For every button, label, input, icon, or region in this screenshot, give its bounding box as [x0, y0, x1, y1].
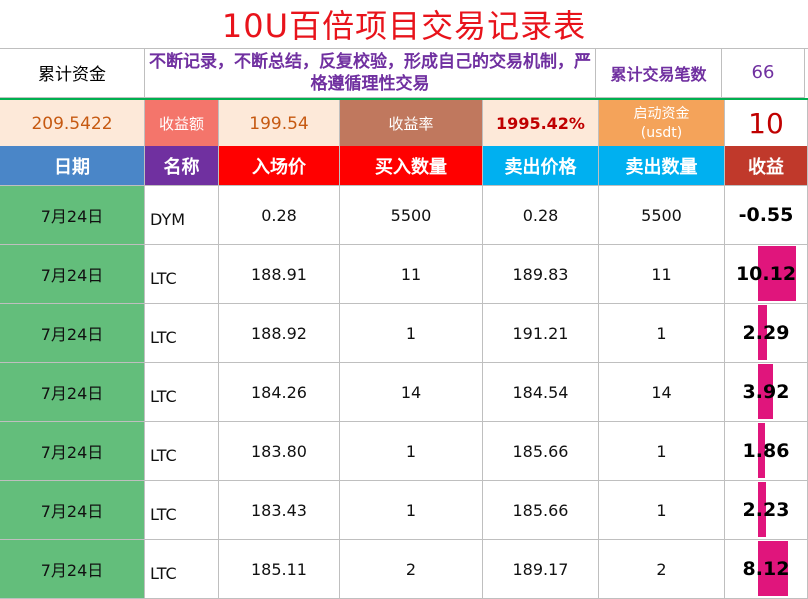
entry-price-cell[interactable]: 183.80	[219, 422, 340, 481]
start-capital-value[interactable]: 10	[725, 100, 808, 148]
sell-qty-cell[interactable]: 1	[599, 481, 725, 540]
date-cell[interactable]: 7月24日	[0, 245, 145, 304]
start-capital-label[interactable]: 启动资金 (usdt)	[599, 100, 725, 148]
name-cell[interactable]: LTC	[145, 363, 219, 422]
name-cell[interactable]: LTC	[145, 481, 219, 540]
profit-value: 1.86	[742, 440, 790, 462]
table-body: 7月24日 DYM 0.28 5500 0.28 5500 -0.55 7月24…	[0, 186, 808, 599]
date-cell[interactable]: 7月24日	[0, 481, 145, 540]
profit-cell[interactable]: 8.12	[725, 540, 808, 599]
profit-rate-value[interactable]: 1995.42%	[483, 100, 599, 148]
buy-qty-cell[interactable]: 5500	[340, 186, 483, 245]
profit-amount-value[interactable]: 199.54	[219, 100, 340, 148]
sheet-title: 10U百倍项目交易记录表	[0, 0, 808, 49]
entry-price-cell[interactable]: 0.28	[219, 186, 340, 245]
name-cell[interactable]: LTC	[145, 245, 219, 304]
profit-databar	[758, 364, 773, 419]
trade-count-value[interactable]: 66	[722, 48, 805, 98]
profit-amount-label[interactable]: 收益额	[145, 100, 219, 148]
profit-value: 2.29	[742, 322, 790, 344]
profit-cell[interactable]: 2.23	[725, 481, 808, 540]
name-cell[interactable]: LTC	[145, 422, 219, 481]
sell-price-cell[interactable]: 0.28	[483, 186, 599, 245]
date-cell[interactable]: 7月24日	[0, 186, 145, 245]
buy-qty-cell[interactable]: 1	[340, 304, 483, 363]
profit-value: 2.23	[742, 499, 790, 521]
table-row: 7月24日 DYM 0.28 5500 0.28 5500 -0.55	[0, 186, 808, 245]
motto[interactable]: 不断记录，不断总结，反复校验，形成自己的交易机制，严格遵循理性交易	[145, 48, 596, 98]
header-buy-qty[interactable]: 买入数量	[340, 146, 483, 186]
sell-price-cell[interactable]: 191.21	[483, 304, 599, 363]
name-cell[interactable]: LTC	[145, 540, 219, 599]
sell-qty-cell[interactable]: 14	[599, 363, 725, 422]
header-entry-price[interactable]: 入场价	[219, 146, 340, 186]
sell-price-cell[interactable]: 189.17	[483, 540, 599, 599]
profit-databar	[758, 305, 767, 360]
date-cell[interactable]: 7月24日	[0, 363, 145, 422]
profit-databar	[758, 246, 796, 301]
profit-databar	[758, 423, 765, 478]
header-date[interactable]: 日期	[0, 146, 145, 186]
entry-price-cell[interactable]: 185.11	[219, 540, 340, 599]
trade-count-label[interactable]: 累计交易笔数	[596, 48, 722, 98]
buy-qty-cell[interactable]: 1	[340, 422, 483, 481]
profit-cell[interactable]: 10.12	[725, 245, 808, 304]
sell-price-cell[interactable]: 185.66	[483, 422, 599, 481]
profit-databar	[758, 541, 789, 596]
date-cell[interactable]: 7月24日	[0, 422, 145, 481]
sell-qty-cell[interactable]: 1	[599, 422, 725, 481]
sell-price-cell[interactable]: 184.54	[483, 363, 599, 422]
profit-cell[interactable]: 1.86	[725, 422, 808, 481]
buy-qty-cell[interactable]: 1	[340, 481, 483, 540]
profit-databar	[758, 482, 767, 537]
profit-cell[interactable]: 2.29	[725, 304, 808, 363]
entry-price-cell[interactable]: 188.91	[219, 245, 340, 304]
sell-price-cell[interactable]: 189.83	[483, 245, 599, 304]
start-capital-label-line1: 启动资金	[633, 105, 690, 122]
header-name[interactable]: 名称	[145, 146, 219, 186]
entry-price-cell[interactable]: 188.92	[219, 304, 340, 363]
name-cell[interactable]: LTC	[145, 304, 219, 363]
sell-qty-cell[interactable]: 11	[599, 245, 725, 304]
summary-row-1: 累计资金 不断记录，不断总结，反复校验，形成自己的交易机制，严格遵循理性交易 累…	[0, 48, 808, 98]
table-row: 7月24日 LTC 184.26 14 184.54 14 3.92	[0, 363, 808, 422]
table-row: 7月24日 LTC 183.43 1 185.66 1 2.23	[0, 481, 808, 540]
entry-price-cell[interactable]: 184.26	[219, 363, 340, 422]
profit-cell[interactable]: -0.55	[725, 186, 808, 245]
summary-row-2: 209.5422 收益额 199.54 收益率 1995.42% 启动资金 (u…	[0, 98, 808, 150]
date-cell[interactable]: 7月24日	[0, 540, 145, 599]
profit-value: -0.55	[738, 204, 794, 226]
buy-qty-cell[interactable]: 2	[340, 540, 483, 599]
date-cell[interactable]: 7月24日	[0, 304, 145, 363]
cum-capital-label[interactable]: 累计资金	[0, 48, 145, 98]
buy-qty-cell[interactable]: 11	[340, 245, 483, 304]
cum-capital-value[interactable]: 209.5422	[0, 100, 145, 148]
table-row: 7月24日 LTC 188.92 1 191.21 1 2.29	[0, 304, 808, 363]
sell-qty-cell[interactable]: 2	[599, 540, 725, 599]
buy-qty-cell[interactable]: 14	[340, 363, 483, 422]
table-row: 7月24日 LTC 183.80 1 185.66 1 1.86	[0, 422, 808, 481]
profit-value: 8.12	[742, 558, 790, 580]
sell-qty-cell[interactable]: 1	[599, 304, 725, 363]
entry-price-cell[interactable]: 183.43	[219, 481, 340, 540]
profit-rate-label[interactable]: 收益率	[340, 100, 483, 148]
profit-cell[interactable]: 3.92	[725, 363, 808, 422]
name-cell[interactable]: DYM	[145, 186, 219, 245]
table-row: 7月24日 LTC 188.91 11 189.83 11 10.12	[0, 245, 808, 304]
sell-qty-cell[interactable]: 5500	[599, 186, 725, 245]
header-profit[interactable]: 收益	[725, 146, 808, 186]
table-header: 日期 名称 入场价 买入数量 卖出价格 卖出数量 收益	[0, 146, 808, 186]
start-capital-label-line2: (usdt)	[640, 124, 683, 141]
sell-price-cell[interactable]: 185.66	[483, 481, 599, 540]
profit-value: 3.92	[742, 381, 790, 403]
table-row: 7月24日 LTC 185.11 2 189.17 2 8.12	[0, 540, 808, 599]
header-sell-qty[interactable]: 卖出数量	[599, 146, 725, 186]
header-sell-price[interactable]: 卖出价格	[483, 146, 599, 186]
profit-value: 10.12	[735, 263, 797, 285]
